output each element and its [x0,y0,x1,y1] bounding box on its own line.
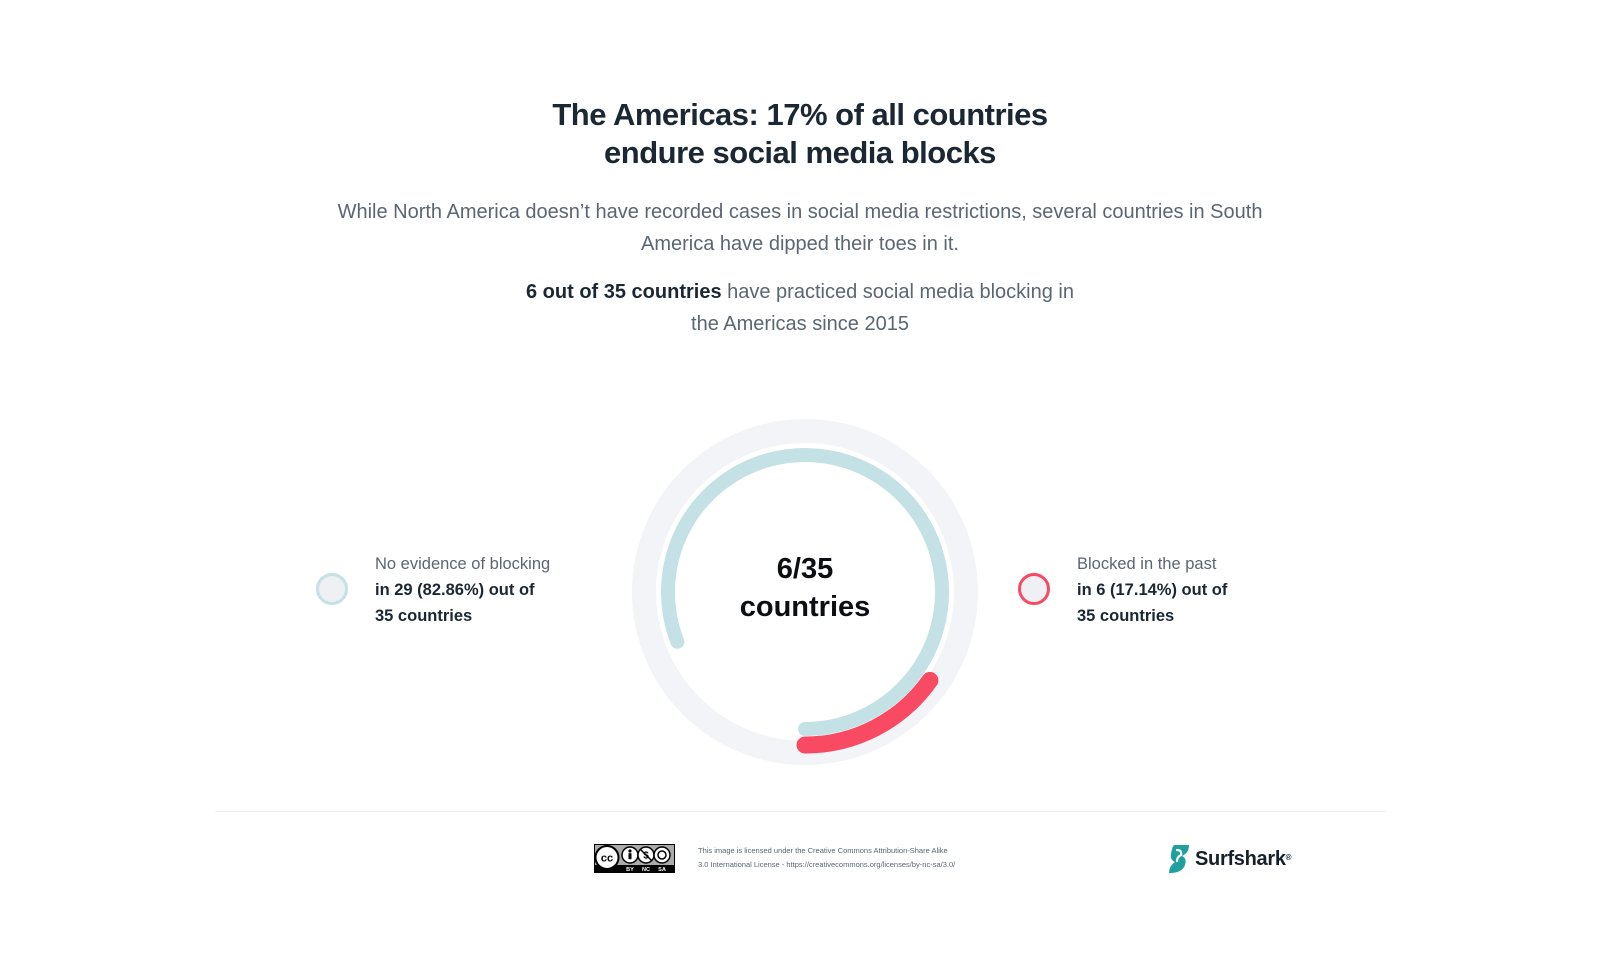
surfshark-logo-text: Surfshark [1195,847,1286,870]
center-label-value: 6/35 [776,553,834,585]
subtitle-line-1: While North America doesn’t have recorde… [337,201,1263,223]
key-stat-line-2: the Americas since 2015 [691,313,909,335]
key-stat: 6 out of 35 countries have practiced soc… [500,276,1100,340]
registered-mark: ® [1285,852,1292,862]
cc-badge-sa-label: SA [658,867,666,873]
footer-divider [215,811,1387,812]
legend-no-evidence-detail-1: in 29 (82.86%) out of [375,581,535,599]
donut-arc-no-evidence [661,448,949,736]
surfshark-logo-icon [1169,845,1189,873]
legend-no-evidence-detail-2: 35 countries [375,607,473,625]
legend-marker-blocked [1018,573,1050,605]
license-line-1: This image is licensed under the Creativ… [698,846,948,855]
donut-chart [630,417,980,767]
legend-marker-no-evidence [316,573,348,605]
license-line-2[interactable]: 3.0 International License - https://crea… [698,860,956,869]
subtitle: While North America doesn’t have recorde… [310,196,1290,260]
donut-svg [632,419,978,765]
legend-no-evidence-label: No evidence of blocking [375,555,551,573]
donut-arc-blocked [796,671,939,754]
subtitle-line-2: America have dipped their toes in it. [641,233,959,255]
center-label-unit: countries [739,591,871,623]
page-title: The Americas: 17% of all countries endur… [0,96,1600,172]
cc-badge-nc-label: NC [642,867,650,873]
cc-license-badge-icon[interactable]: cc $ BY NC SA [594,844,675,873]
legend-no-evidence: No evidence of blocking in 29 (82.86%) o… [375,551,595,629]
surfshark-logo[interactable]: Surfshark ® [1168,843,1292,875]
key-stat-bold: 6 out of 35 countries [525,281,722,303]
title-line-1: The Americas: 17% of all countries [552,97,1048,132]
legend-blocked: Blocked in the past in 6 (17.14%) out of… [1077,551,1297,629]
legend-blocked-detail-2: 35 countries [1077,607,1175,625]
legend-blocked-label: Blocked in the past [1077,555,1217,573]
donut-center-label: 6/35 countries [690,550,920,626]
license-text: This image is licensed under the Creativ… [698,844,1018,872]
legend-blocked-detail-1: in 6 (17.14%) out of [1077,581,1228,599]
cc-badge-by-label: BY [626,867,634,873]
title-line-2: endure social media blocks [604,135,996,170]
svg-text:cc: cc [601,853,613,865]
key-stat-rest: have practiced social media blocking in [721,281,1074,303]
